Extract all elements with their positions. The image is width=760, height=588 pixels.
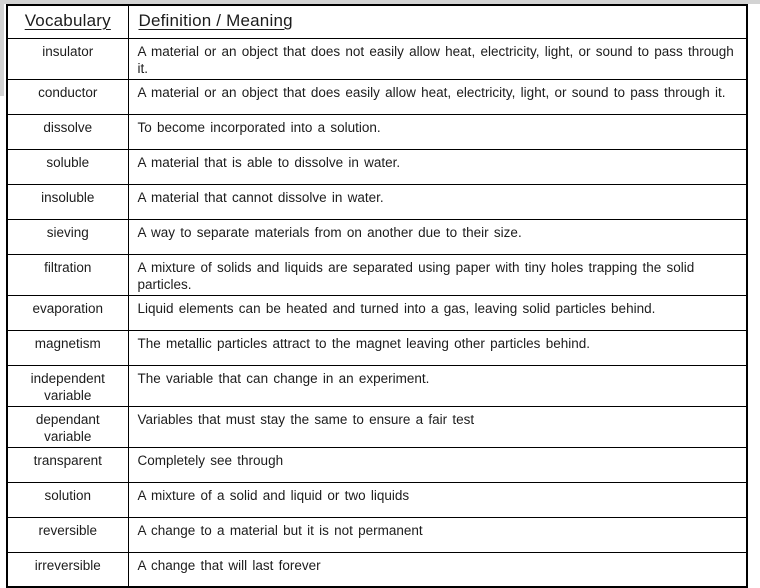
table-row: dissolve To become incorporated into a s… — [6, 113, 748, 150]
page-left-edge-strip — [0, 0, 4, 96]
table-row: transparent Completely see through — [6, 446, 748, 483]
vocab-term-cell: independent variable — [6, 364, 129, 407]
table-row: soluble A material that is able to disso… — [6, 148, 748, 185]
definition-cell: Liquid elements can be heated and turned… — [127, 294, 748, 331]
table-row: independent variable The variable that c… — [6, 364, 748, 407]
table-row: evaporation Liquid elements can be heate… — [6, 294, 748, 331]
vocab-term-cell: insoluble — [6, 183, 129, 220]
table-row: filtration A mixture of solids and liqui… — [6, 253, 748, 296]
vocab-term-cell: filtration — [6, 253, 129, 296]
table-row: insoluble A material that cannot dissolv… — [6, 183, 748, 220]
table-row: reversible A change to a material but it… — [6, 516, 748, 553]
vocab-term-cell: irreversible — [6, 551, 129, 588]
header-definition: Definition / Meaning — [127, 4, 748, 39]
vocab-term-cell: soluble — [6, 148, 129, 185]
header-vocabulary: Vocabulary — [6, 4, 129, 39]
definition-cell: A material or an object that does easily… — [127, 78, 748, 115]
vocab-term-cell: reversible — [6, 516, 129, 553]
table-row: irreversible A change that will last for… — [6, 551, 748, 588]
vocab-term-cell: evaporation — [6, 294, 129, 331]
header-row: Vocabulary Definition / Meaning — [6, 4, 748, 39]
definition-cell: A material that is able to dissolve in w… — [127, 148, 748, 185]
definition-cell: A material or an object that does not ea… — [127, 37, 748, 80]
definition-cell: A material that cannot dissolve in water… — [127, 183, 748, 220]
definition-cell: A mixture of a solid and liquid or two l… — [127, 481, 748, 518]
vocab-term-cell: solution — [6, 481, 129, 518]
vocab-term-cell: dependant variable — [6, 405, 129, 448]
definition-cell: A change to a material but it is not per… — [127, 516, 748, 553]
definition-cell: A mixture of solids and liquids are sepa… — [127, 253, 748, 296]
definition-cell: The variable that can change in an exper… — [127, 364, 748, 407]
table-row: solution A mixture of a solid and liquid… — [6, 481, 748, 518]
table-row: conductor A material or an object that d… — [6, 78, 748, 115]
definition-cell: A change that will last forever — [127, 551, 748, 588]
vocab-term-cell: conductor — [6, 78, 129, 115]
definition-cell: The metallic particles attract to the ma… — [127, 329, 748, 366]
vocab-table: Vocabulary Definition / Meaning insulato… — [6, 4, 748, 588]
definition-cell: Completely see through — [127, 446, 748, 483]
table-row: magnetism The metallic particles attract… — [6, 329, 748, 366]
vocab-term-cell: insulator — [6, 37, 129, 80]
table-row: sieving A way to separate materials from… — [6, 218, 748, 255]
vocab-term-cell: transparent — [6, 446, 129, 483]
definition-cell: A way to separate materials from on anot… — [127, 218, 748, 255]
table-row: dependant variable Variables that must s… — [6, 405, 748, 448]
definition-cell: To become incorporated into a solution. — [127, 113, 748, 150]
vocab-term-cell: sieving — [6, 218, 129, 255]
definition-cell: Variables that must stay the same to ens… — [127, 405, 748, 448]
table-row: insulator A material or an object that d… — [6, 37, 748, 80]
vocab-term-cell: dissolve — [6, 113, 129, 150]
page-top-edge-strip — [0, 0, 760, 4]
vocab-term-cell: magnetism — [6, 329, 129, 366]
